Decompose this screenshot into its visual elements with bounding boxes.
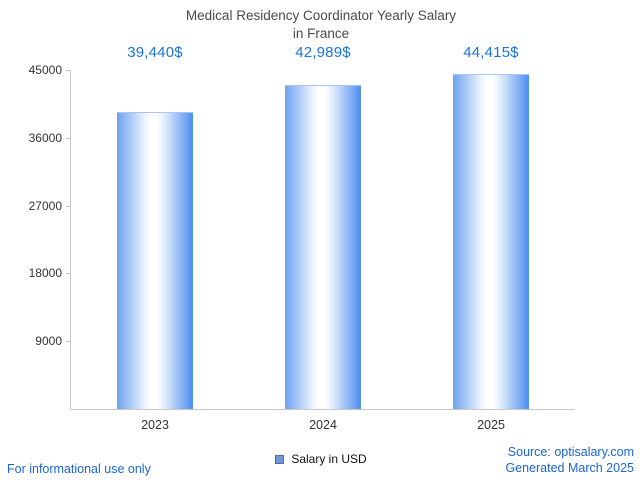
legend: Salary in USD: [0, 452, 642, 466]
bar-value-label: 39,440$: [127, 44, 183, 61]
plot-area: 9000 18000 27000 36000 45000 39,440$ 2023 42,98…: [29, 44, 575, 432]
y-axis-tick-label: 27000: [28, 198, 62, 213]
chart-title-line2: in France: [292, 26, 350, 42]
legend-swatch-icon: [275, 454, 285, 464]
bar-2025: [453, 74, 529, 409]
chart-title: Medical Residency Coordinator Yearly Sal…: [0, 7, 642, 43]
bar-2023: [117, 111, 193, 409]
bar-value-label: 42,989$: [295, 44, 351, 61]
y-axis-tick-label: 18000: [28, 266, 62, 281]
y-axis-tick-mark: [66, 341, 71, 343]
y-axis-tick-label: 9000: [35, 334, 62, 349]
y-axis-tick-mark: [66, 137, 71, 139]
bar-2024: [285, 85, 361, 409]
y-axis-tick-mark: [66, 70, 71, 71]
legend-label: Salary in USD: [291, 452, 367, 466]
disclaimer-text[interactable]: For informational use only: [7, 462, 151, 476]
source-link[interactable]: Source: optisalary.com: [507, 444, 634, 459]
x-axis-tick-label: 2024: [309, 418, 337, 432]
y-axis-tick-label: 36000: [28, 130, 62, 145]
y-axis-tick-mark: [66, 273, 71, 275]
x-axis-tick-label: 2025: [477, 418, 505, 432]
bar-value-label: 44,415$: [463, 44, 519, 61]
y-axis-tick-mark: [66, 205, 71, 207]
chart-title-line1: Medical Residency Coordinator Yearly Sal…: [185, 8, 457, 23]
x-axis-tick-label: 2023: [141, 418, 169, 432]
source-block: Source: optisalary.com Generated March 2…: [505, 444, 634, 477]
generated-date: Generated March 2025: [505, 460, 634, 475]
y-axis-tick-label: 45000: [28, 63, 62, 77]
